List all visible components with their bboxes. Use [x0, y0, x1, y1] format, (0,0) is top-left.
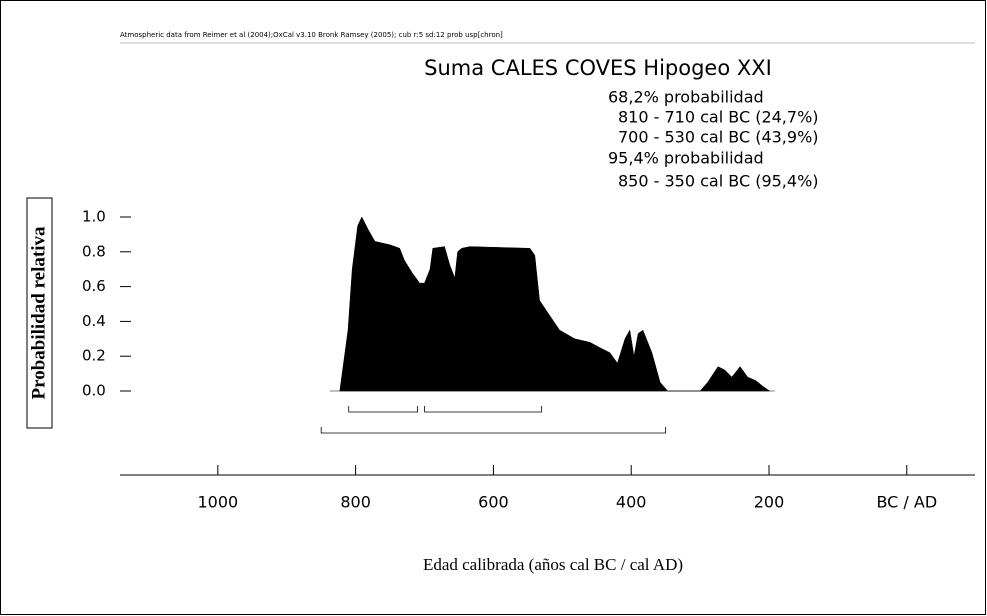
x-tick-label: BC / AD — [876, 493, 937, 512]
y-tick-label: 0.8 — [82, 242, 106, 260]
x-tick-label: 800 — [340, 493, 371, 512]
annotation: 850 - 350 cal BC (95,4%) — [618, 172, 819, 191]
x-tick-label: 400 — [616, 493, 647, 512]
note: Atmospheric data from Reimer et al (2004… — [120, 31, 503, 39]
y-tick-label: 0.6 — [82, 277, 106, 295]
x-tick-label: 200 — [754, 493, 785, 512]
annotation: 810 - 710 cal BC (24,7%) — [618, 108, 819, 127]
y-tick-label: 1.0 — [82, 208, 106, 226]
annotation: 700 - 530 cal BC (43,9%) — [618, 128, 819, 147]
probability-area — [339, 216, 771, 392]
y-axis-label: Probabilidad relativa — [28, 226, 49, 399]
range-bracket — [424, 406, 543, 413]
range-bracket — [348, 406, 419, 413]
range-bracket — [320, 427, 667, 434]
y-tick-label: 0.4 — [82, 312, 106, 330]
x-tick-label: 600 — [478, 493, 509, 512]
annotation: 68,2% probabilidad — [608, 88, 764, 107]
x-axis-label: Edad calibrada (años cal BC / cal AD) — [423, 555, 683, 574]
x-tick-label: 1000 — [197, 493, 238, 512]
y-label-box — [26, 197, 53, 429]
y-tick-label: 0.0 — [82, 382, 106, 400]
annotation: 95,4% probabilidad — [608, 149, 764, 168]
y-tick-label: 0.2 — [82, 347, 106, 365]
chart-title: Suma CALES COVES Hipogeo XXI — [424, 56, 772, 80]
